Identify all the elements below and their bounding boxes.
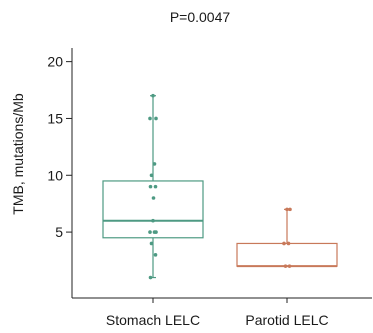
- y-tick-label: 10: [47, 167, 63, 183]
- y-tick-label: 15: [47, 110, 63, 126]
- data-point: [283, 264, 288, 268]
- data-point: [151, 196, 156, 200]
- data-point: [152, 162, 157, 166]
- y-axis-label: TMB, mutations/Mb: [10, 93, 26, 215]
- y-tick-label: 5: [55, 224, 63, 240]
- x-category-label: Stomach LELC: [106, 312, 200, 328]
- data-point: [153, 253, 158, 257]
- data-point: [151, 93, 155, 98]
- box: [236, 242, 338, 267]
- data-point: [153, 184, 158, 189]
- y-tick-label: 20: [47, 54, 63, 70]
- data-point: [282, 241, 286, 246]
- data-point: [148, 116, 152, 121]
- data-point: [149, 241, 154, 246]
- data-point: [286, 241, 291, 246]
- data-point: [287, 264, 292, 268]
- data-point: [148, 230, 152, 234]
- data-point: [148, 184, 153, 189]
- data-point: [151, 218, 155, 223]
- chart-title: P=0.0047: [170, 9, 231, 25]
- x-category-label: Parotid LELC: [245, 312, 328, 328]
- data-point: [148, 275, 153, 280]
- data-point: [152, 230, 157, 234]
- box: [102, 180, 204, 239]
- data-point: [149, 173, 154, 178]
- data-point: [288, 207, 292, 212]
- data-point: [285, 207, 289, 212]
- data-point: [154, 116, 158, 121]
